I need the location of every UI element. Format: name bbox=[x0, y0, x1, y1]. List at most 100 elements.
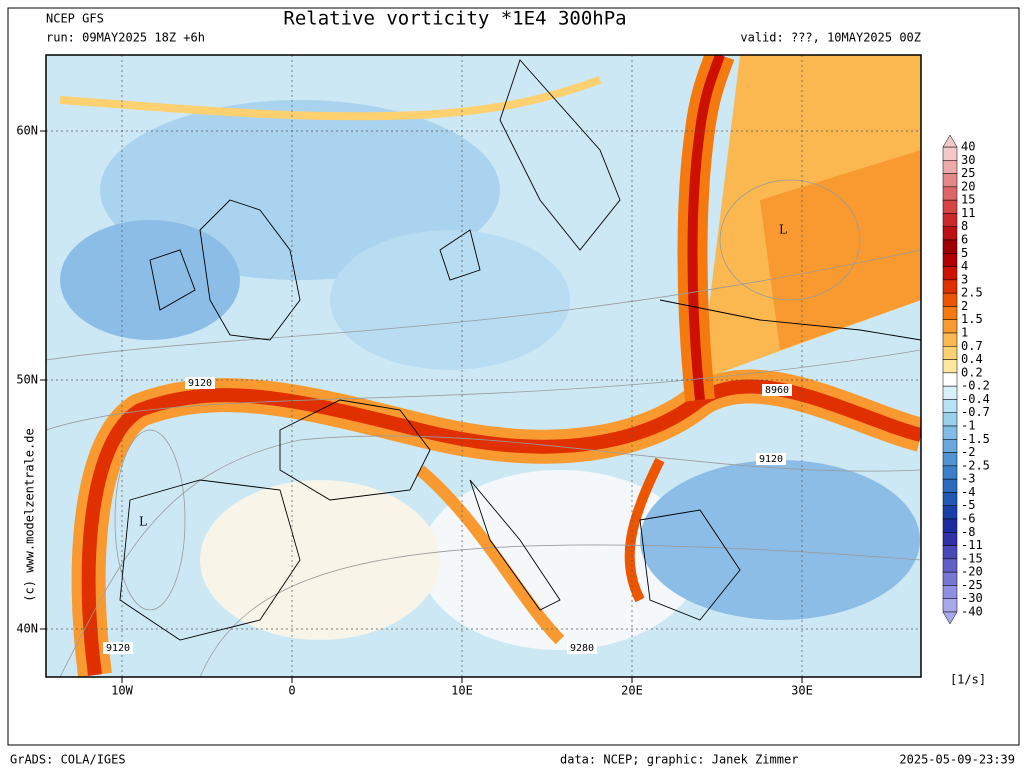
colorbar-label: -2 bbox=[961, 445, 975, 459]
lon-label: 10W bbox=[111, 684, 133, 698]
colorbar-swatch bbox=[942, 372, 958, 387]
colorbar-label: -3 bbox=[961, 472, 975, 486]
field-blob bbox=[60, 220, 240, 340]
colorbar-swatch bbox=[942, 558, 958, 573]
colorbar-label: 5 bbox=[961, 246, 968, 260]
colorbar-swatch bbox=[942, 505, 958, 520]
contour-label: 9120 bbox=[188, 378, 212, 389]
jet-core bbox=[687, 55, 725, 401]
colorbar-label: -20 bbox=[961, 565, 983, 579]
colorbar-label: 30 bbox=[961, 153, 975, 167]
colorbar-swatch bbox=[942, 266, 958, 281]
colorbar-swatch bbox=[942, 292, 958, 307]
colorbar-unit: [1/s] bbox=[950, 673, 986, 687]
colorbar-swatch bbox=[942, 319, 958, 334]
low-marker: L bbox=[779, 223, 787, 237]
jet-core bbox=[81, 379, 921, 676]
colorbar-swatch bbox=[942, 465, 958, 480]
coastlines bbox=[119, 59, 921, 641]
colorbar-label: 40 bbox=[961, 140, 975, 154]
lon-label: 0 bbox=[288, 684, 295, 698]
jet-band bbox=[416, 465, 565, 645]
lon-label: 30E bbox=[791, 684, 813, 698]
field-blob bbox=[330, 230, 570, 370]
colorbar-label: 25 bbox=[961, 166, 975, 180]
colorbar-label: 20 bbox=[961, 179, 975, 193]
low-marker: L bbox=[139, 515, 147, 529]
colorbar-swatch bbox=[942, 452, 958, 467]
colorbar-label: 8 bbox=[961, 219, 968, 233]
colorbar-label: -1 bbox=[961, 419, 975, 433]
contour-label-box bbox=[103, 642, 133, 654]
contour-label-box bbox=[762, 384, 792, 396]
colorbar-swatch bbox=[942, 399, 958, 413]
model-name: NCEP GFS bbox=[46, 12, 104, 26]
colorbar-swatch bbox=[942, 160, 958, 174]
colorbar-label: 11 bbox=[961, 206, 975, 220]
colorbar-label: -2.5 bbox=[961, 458, 990, 472]
colorbar-swatch bbox=[942, 199, 958, 214]
colorbar-swatch bbox=[942, 239, 958, 254]
lat-label: 50N bbox=[16, 373, 38, 387]
data-credit: data: NCEP; graphic: Janek Zimmer bbox=[560, 753, 798, 767]
colorbar-swatch bbox=[942, 186, 958, 201]
run-info: run: 09MAY2025 18Z +6h bbox=[46, 31, 205, 45]
colorbar-label: 1.5 bbox=[961, 312, 983, 326]
colorbar-swatch bbox=[942, 385, 958, 400]
contour-label: 9120 bbox=[759, 454, 783, 465]
contour-label: 9280 bbox=[570, 643, 594, 654]
colorbar-label: -0.2 bbox=[961, 379, 990, 393]
colorbar-label: 4 bbox=[961, 259, 968, 273]
colorbar-label: 15 bbox=[961, 193, 975, 207]
colorbar-label: 0.4 bbox=[961, 352, 983, 366]
credit: (c) www.modelzentrale.de bbox=[23, 428, 37, 601]
colorbar-swatch bbox=[942, 226, 958, 241]
lat-label: 40N bbox=[16, 622, 38, 636]
colorbar-label: -8 bbox=[961, 525, 975, 539]
colorbar-swatch bbox=[942, 598, 958, 613]
colorbar-swatch bbox=[942, 571, 958, 586]
field-blob bbox=[420, 470, 700, 650]
colorbar-label: -40 bbox=[961, 605, 983, 619]
colorbar-swatch bbox=[942, 346, 958, 360]
colorbar-swatch bbox=[942, 279, 958, 294]
colorbar-swatch bbox=[942, 439, 958, 453]
colorbar-label: 3 bbox=[961, 272, 968, 286]
colorbar-swatch bbox=[942, 412, 958, 427]
colorbar-label: 0.7 bbox=[961, 339, 983, 353]
jet-band bbox=[624, 457, 665, 603]
colorbar-label: -11 bbox=[961, 538, 983, 552]
colorbar-swatch bbox=[942, 253, 958, 267]
colorbar-swatch bbox=[942, 545, 958, 560]
vorticity-field bbox=[46, 55, 921, 677]
colorbar-label: -1.5 bbox=[961, 432, 990, 446]
timestamp: 2025-05-09-23:39 bbox=[899, 753, 1015, 767]
contour-label: 8960 bbox=[765, 385, 789, 396]
software-credit: GrADS: COLA/IGES bbox=[10, 753, 126, 767]
colorbar-swatch bbox=[942, 492, 958, 506]
colorbar-label: 0.2 bbox=[961, 365, 983, 379]
colorbar-swatch bbox=[942, 173, 958, 188]
outer-frame bbox=[7, 7, 1020, 746]
field-blob bbox=[760, 150, 921, 350]
valid-time: valid: ???, 10MAY2025 00Z bbox=[740, 31, 921, 45]
lon-label: 20E bbox=[621, 684, 643, 698]
colorbar-swatch bbox=[942, 518, 958, 533]
colorbar-label: 2.5 bbox=[961, 286, 983, 300]
contour-label-box bbox=[756, 453, 786, 465]
field-blob bbox=[200, 480, 440, 640]
lat-label: 60N bbox=[16, 124, 38, 138]
colorbar-arrow bbox=[942, 134, 958, 148]
colorbar-label: -0.4 bbox=[961, 392, 990, 406]
colorbar-arrow bbox=[942, 611, 958, 625]
colorbar-swatch bbox=[942, 425, 958, 440]
colorbar-swatch bbox=[942, 585, 958, 599]
colorbar-swatch bbox=[942, 213, 958, 227]
colorbar-swatch bbox=[942, 532, 958, 546]
map-title: Relative vorticity *1E4 300hPa bbox=[283, 8, 626, 30]
colorbar-label: 2 bbox=[961, 299, 968, 313]
colorbar-label: -30 bbox=[961, 591, 983, 605]
colorbar-label: 6 bbox=[961, 233, 968, 247]
colorbar-label: -4 bbox=[961, 485, 975, 499]
